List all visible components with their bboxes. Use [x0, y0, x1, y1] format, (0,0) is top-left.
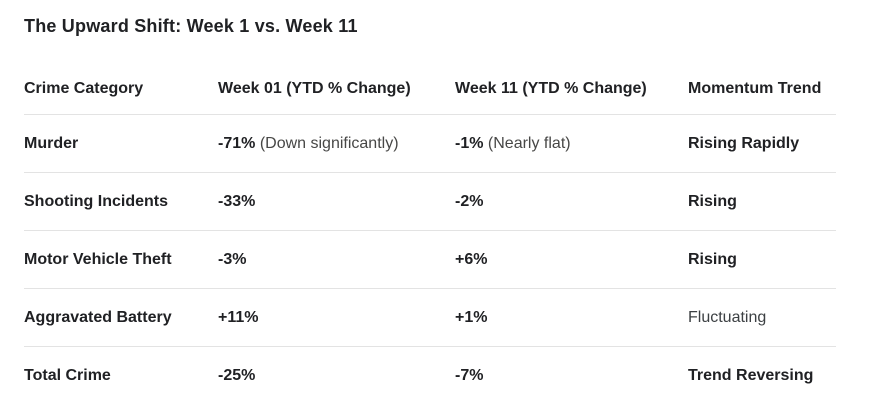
- table-header-row: Crime Category Week 01 (YTD % Change) We…: [24, 64, 836, 115]
- crime-category-cell: Murder: [24, 134, 79, 152]
- crime-category-cell: Aggravated Battery: [24, 308, 172, 326]
- week11-note: (Nearly flat): [487, 134, 571, 152]
- week11-value: +1%: [455, 308, 488, 326]
- week01-cell: -71% (Down significantly): [218, 135, 455, 153]
- header-momentum-trend: Momentum Trend: [688, 80, 822, 97]
- week11-value: +6%: [455, 250, 488, 268]
- week11-cell: -7%: [455, 367, 688, 385]
- crime-comparison-table: Crime Category Week 01 (YTD % Change) We…: [24, 64, 836, 405]
- table-row-murder: Murder -71% (Down significantly) -1% (Ne…: [24, 115, 836, 173]
- momentum-trend-cell: Rising Rapidly: [688, 134, 800, 152]
- week01-cell: -3%: [218, 251, 455, 269]
- momentum-trend-cell: Rising: [688, 250, 737, 268]
- header-week11: Week 11 (YTD % Change): [455, 80, 647, 97]
- table-row-total-crime: Total Crime -25% -7% Trend Reversing: [24, 347, 836, 405]
- week11-value: -7%: [455, 367, 484, 384]
- crime-category-cell: Shooting Incidents: [24, 192, 168, 210]
- header-crime-category: Crime Category: [24, 80, 144, 97]
- momentum-trend-cell: Fluctuating: [688, 308, 767, 326]
- week01-value: -71%: [218, 134, 256, 152]
- table-row-shooting-incidents: Shooting Incidents -33% -2% Rising: [24, 173, 836, 231]
- week01-cell: -33%: [218, 193, 455, 211]
- crime-category-cell: Motor Vehicle Theft: [24, 250, 172, 268]
- week11-value: -1%: [455, 134, 484, 152]
- week01-value: -33%: [218, 192, 256, 210]
- week01-cell: -25%: [218, 367, 455, 385]
- crime-category-cell: Total Crime: [24, 367, 111, 384]
- week11-cell: -1% (Nearly flat): [455, 135, 688, 153]
- week01-value: -3%: [218, 250, 247, 268]
- momentum-trend-cell: Trend Reversing: [688, 367, 814, 384]
- week01-value: +11%: [218, 308, 259, 326]
- week01-cell: +11%: [218, 309, 455, 327]
- week11-cell: -2%: [455, 193, 688, 211]
- week11-value: -2%: [455, 192, 484, 210]
- week01-note: (Down significantly): [259, 134, 399, 152]
- table-row-aggravated-battery: Aggravated Battery +11% +1% Fluctuating: [24, 289, 836, 347]
- week11-cell: +1%: [455, 309, 688, 327]
- header-week01: Week 01 (YTD % Change): [218, 80, 411, 97]
- momentum-trend-cell: Rising: [688, 192, 737, 210]
- week11-cell: +6%: [455, 251, 688, 269]
- week01-value: -25%: [218, 367, 256, 384]
- page-title: The Upward Shift: Week 1 vs. Week 11: [24, 16, 358, 36]
- table-row-motor-vehicle-theft: Motor Vehicle Theft -3% +6% Rising: [24, 231, 836, 289]
